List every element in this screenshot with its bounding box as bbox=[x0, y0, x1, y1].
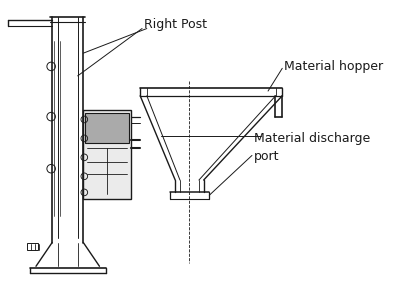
Bar bbox=[26, 243, 38, 250]
Bar bbox=[83, 110, 131, 199]
Text: Material hopper: Material hopper bbox=[284, 60, 383, 73]
Bar bbox=[85, 113, 129, 143]
Text: Material discharge
port: Material discharge port bbox=[254, 132, 370, 163]
Text: Right Post: Right Post bbox=[144, 18, 207, 31]
